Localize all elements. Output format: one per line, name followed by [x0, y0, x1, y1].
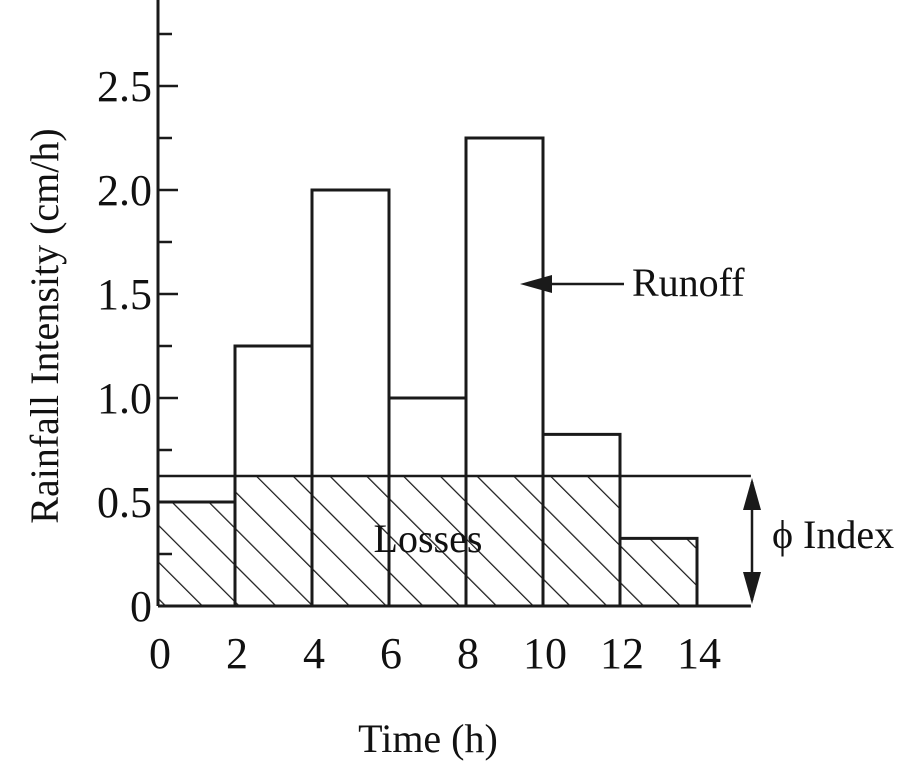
- losses-hatch: [158, 476, 697, 606]
- runoff-label: Runoff: [632, 260, 745, 305]
- x-tick-label: 10: [523, 629, 567, 678]
- y-axis-title: Rainfall Intensity (cm/h): [22, 128, 67, 523]
- x-tick-label: 8: [457, 629, 479, 678]
- losses-label: Losses: [374, 516, 483, 561]
- y-tick-label: 2.5: [97, 62, 152, 111]
- x-tick-label: 12: [600, 629, 644, 678]
- runoff-arrow-head: [520, 275, 552, 293]
- x-tick-label: 4: [303, 629, 325, 678]
- phi-index-label: ϕ Index: [772, 512, 894, 557]
- phi-index-marker: [158, 275, 761, 604]
- hyetograph-bars: [156, 136, 699, 606]
- y-tick-label: 1.0: [97, 374, 152, 423]
- phi-arrow-down-head: [743, 572, 761, 604]
- x-tick-label: 6: [380, 629, 402, 678]
- x-tick-label: 2: [226, 629, 248, 678]
- tick-labels: 0 0.5 1.0 1.5 2.0 2.5 0 2 4 6 8 10 12 14: [97, 62, 721, 678]
- phi-arrow-up-head: [743, 478, 761, 510]
- y-tick-label: 2.0: [97, 166, 152, 215]
- y-tick-label: 1.5: [97, 270, 152, 319]
- y-tick-label: 0.5: [97, 478, 152, 527]
- x-tick-label: 14: [677, 629, 721, 678]
- y-tick-label: 0: [130, 582, 152, 631]
- x-tick-label: 0: [149, 629, 171, 678]
- losses-hatch-area: [158, 476, 697, 606]
- x-axis-title: Time (h): [358, 716, 498, 761]
